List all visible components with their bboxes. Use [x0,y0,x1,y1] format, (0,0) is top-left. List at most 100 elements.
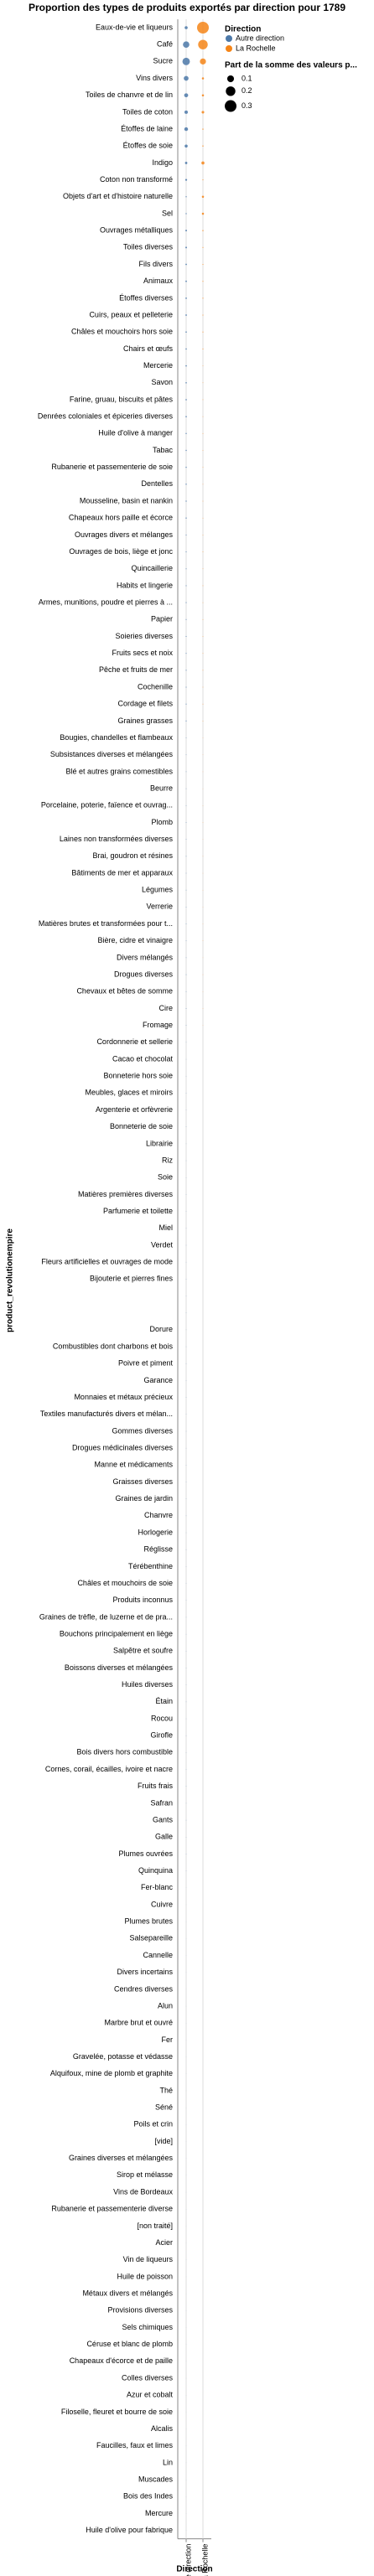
y-tick-label: Alquifoux, mine de plomb et graphite [50,2069,173,2077]
y-tick-label: Muscades [138,2475,174,2483]
bubble [185,1279,187,1280]
bubble [202,636,204,637]
bubble [185,1211,187,1212]
y-tick-label: Thé [159,2086,173,2094]
bubble [185,703,187,705]
y-tick-label: Cordonnerie et sellerie [96,1037,173,1046]
legend-title: Direction [225,25,261,34]
bubble [202,467,204,468]
bubble [185,500,187,502]
bubble [185,872,187,874]
bubble [202,263,204,266]
y-tick-label: Riz [162,1156,173,1164]
bubble [202,618,204,620]
y-tick-label: Sucre [153,57,173,65]
y-tick-label: Vins divers [136,74,173,82]
y-axis-title: product_revolutionempire [6,1229,15,1332]
y-tick-label: Légumes [142,886,174,894]
bubble [185,517,187,519]
y-tick-label: Mousseline, basin et nankin [80,496,173,504]
y-tick-label: Combustibles dont charbons et bois [53,1342,174,1350]
y-tick-label: Provisions diverses [107,2306,173,2315]
y-tick-label: Colles diverses [122,2373,174,2382]
y-tick-label: Matières brutes et transformées pour t..… [39,919,173,928]
bubble [202,331,204,333]
bubble [185,585,187,587]
y-tick-label: Librairie [146,1139,173,1147]
bubble [202,432,204,434]
y-tick-label: Mercerie [143,361,173,370]
y-tick-label: Huile d'olive pour fabrique [86,2526,173,2534]
y-tick-label: Textiles manufacturés divers et mélan... [40,1410,173,1418]
bubble [200,58,206,65]
bubble [184,178,188,181]
bubble [202,822,204,823]
y-tick-label: Châles et mouchoirs hors soie [71,328,173,336]
y-tick-label: Soie [158,1173,173,1182]
bubble [185,1718,187,1720]
bubble [185,1498,187,1499]
y-tick-label: Plumes ouvrées [118,1849,173,1858]
y-tick-label: Divers incertains [117,1968,173,1976]
y-tick-label: Safran [150,1798,173,1807]
bubble [185,906,187,908]
y-tick-label: Bijouterie et pierres fines [90,1275,174,1283]
y-tick-label: Horlogerie [138,1528,173,1536]
y-tick-label: Ouvrages de bois, liège et jonc [69,547,173,556]
bubble [202,737,204,738]
y-tick-label: Matières premières diverses [78,1190,174,1198]
bubble [185,1752,187,1753]
bubble [185,635,187,638]
y-tick-label: Bonneterie de soie [110,1122,173,1130]
y-tick-label: Cordage et filets [117,700,173,708]
y-tick-label: [vide] [154,2137,173,2145]
bubble [185,1786,187,1787]
bubble [202,246,204,248]
bubble [197,22,209,34]
y-tick-label: Fer-blanc [141,1883,174,1891]
y-tick-label: Fils divers [138,260,173,268]
bubble [185,551,187,553]
y-tick-label: Étoffes de soie [123,142,173,150]
y-tick-label: Plomb [151,818,173,826]
size-legend-label: 0.1 [242,74,252,82]
y-tick-label: Brai, goudron et résines [92,851,173,860]
bubble [202,382,204,384]
bubble [185,399,187,401]
y-tick-label: Drogues médicinales diverses [72,1443,174,1451]
y-tick-label: Manne et médicaments [94,1461,173,1469]
y-tick-label: Acier [155,2238,173,2247]
y-tick-label: Salpêtre et soufre [113,1647,173,1655]
bubble [202,804,204,806]
y-tick-label: Bâtiments de mer et apparaux [71,868,173,877]
bubble [202,551,204,552]
y-tick-label: Laines non transformées diverses [60,835,174,843]
bubble [185,1836,187,1838]
y-tick-label: Graisses diverses [112,1477,173,1486]
bubble [185,213,187,215]
y-tick-label: Chapeaux hors paille et écorce [69,514,173,522]
y-tick-label: Graines de trèfle, de luzerne et de pra.… [39,1612,173,1621]
y-tick-label: Cacao et chocolat [112,1054,174,1063]
bubble [185,839,187,841]
y-tick-label: Savon [151,378,173,386]
bubble [201,212,205,215]
y-tick-label: Huile d'olive à manger [98,429,173,437]
size-legend-title: Part de la somme des valeurs p... [225,61,357,70]
y-tick-label: Azur et cobalt [127,2391,174,2399]
y-tick-label: Marbre brut et ouvré [104,2019,173,2027]
y-tick-label: Fleurs artificielles et ouvrages de mode [41,1258,173,1266]
y-tick-label: Huile de poisson [117,2272,173,2280]
bubble [185,1194,187,1195]
bubble [184,93,189,98]
y-tick-label: Quincaillerie [131,564,173,572]
y-tick-label: Sel [162,209,173,217]
bubble [202,771,204,773]
y-tick-label: Étain [155,1697,173,1705]
bubble [185,1143,187,1145]
bubble [185,1549,187,1550]
bubble [185,1008,187,1009]
y-tick-label: Café [157,40,173,49]
bubble [202,923,204,924]
y-tick-label: Quinquina [138,1866,173,1875]
